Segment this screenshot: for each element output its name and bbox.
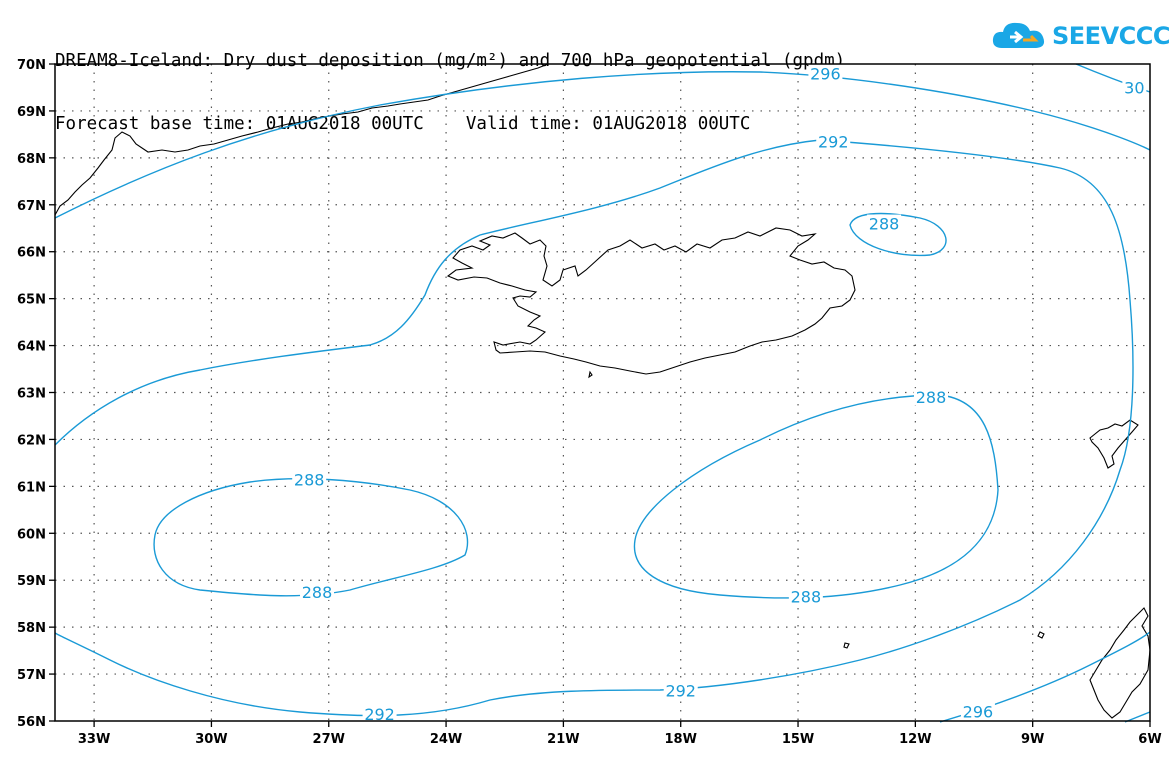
contour-label: 288 xyxy=(294,470,325,489)
coastline-islet-3 xyxy=(588,370,593,379)
map-title: DREAM8-Iceland: Dry dust deposition (mg/… xyxy=(55,9,845,156)
y-tick-label: 57N xyxy=(17,668,46,683)
x-tick-label: 12W xyxy=(899,732,931,747)
y-tick-label: 69N xyxy=(17,105,46,120)
y-tick-label: 64N xyxy=(17,340,46,355)
contour-label-bg xyxy=(300,582,335,600)
contour-label-bg xyxy=(362,704,397,722)
x-tick-label: 9W xyxy=(1021,732,1044,747)
seevccc-logo: SEEVCCC xyxy=(990,18,1171,58)
x-tick-label: 24W xyxy=(430,732,462,747)
contour-label: 292 xyxy=(665,681,696,700)
contour-label-bg xyxy=(292,470,327,488)
contour-label-bg xyxy=(816,132,851,150)
title-line-2: Forecast base time: 01AUG2018 00UTC Vali… xyxy=(55,114,751,134)
contour-labels: 296 30 292 288 288 288 288 288 292 292 296 xyxy=(292,64,1147,724)
contour-288-northeast xyxy=(849,212,947,257)
contour-292-main xyxy=(54,139,1134,717)
map-frame xyxy=(54,63,1151,722)
contour-label-bg xyxy=(960,702,995,720)
coastline-iceland xyxy=(446,227,856,375)
coastline-islet-2 xyxy=(843,642,850,649)
logo-text: SEEVCCC xyxy=(1052,22,1171,50)
contour-label-bg xyxy=(808,64,843,82)
y-tick-label: 58N xyxy=(17,621,46,636)
y-tick-label: 70N xyxy=(17,58,46,73)
coastline-islet-1 xyxy=(1037,631,1045,639)
contour-label: 296 xyxy=(810,64,841,83)
contour-288-southwest xyxy=(153,478,469,597)
geopotential-contours xyxy=(54,63,1151,723)
axis-ticks: 33W 30W 27W 24W 21W 18W 15W 12W 9W 6W 70N 69N 68N 67N… xyxy=(17,58,1162,747)
contour-label-bg xyxy=(914,388,948,406)
contour-label: 292 xyxy=(364,705,395,724)
y-tick-label: 68N xyxy=(17,152,46,167)
y-tick-label: 60N xyxy=(17,527,46,542)
coastline-scotland xyxy=(1089,607,1151,719)
y-tick-label: 63N xyxy=(17,387,46,402)
y-tick-label: 62N xyxy=(17,433,46,448)
y-tick-label: 56N xyxy=(17,715,46,730)
contour-label-bg xyxy=(867,214,902,232)
contour-label-bg xyxy=(663,681,698,699)
contour-label: 288 xyxy=(916,388,947,407)
contour-label: 296 xyxy=(963,703,994,722)
contour-label: 288 xyxy=(302,583,333,602)
contour-label: 288 xyxy=(869,215,900,234)
contour-label: 292 xyxy=(818,132,849,151)
x-tick-label: 33W xyxy=(78,732,110,747)
y-tick-label: 66N xyxy=(17,246,46,261)
contour-label-bg xyxy=(1122,78,1147,96)
contour-288-southeast xyxy=(633,394,999,599)
y-tick-label: 65N xyxy=(17,293,46,308)
x-tick-label: 21W xyxy=(547,732,579,747)
coastline-greenland xyxy=(54,63,549,216)
x-tick-label: 18W xyxy=(664,732,696,747)
x-tick-label: 15W xyxy=(782,732,814,747)
y-tick-label: 61N xyxy=(17,480,46,495)
contour-label: 30 xyxy=(1124,78,1144,97)
coastline-faroe xyxy=(1089,419,1139,469)
contour-label-bg xyxy=(788,587,823,605)
x-tick-label: 6W xyxy=(1138,732,1161,747)
contour-296-north xyxy=(54,71,1151,219)
cloud-icon xyxy=(992,22,1045,48)
graticule xyxy=(55,64,1150,721)
x-tick-label: 30W xyxy=(195,732,227,747)
x-tick-label: 27W xyxy=(313,732,345,747)
y-tick-label: 59N xyxy=(17,574,46,589)
contour-label: 288 xyxy=(791,588,822,607)
y-tick-label: 67N xyxy=(17,199,46,214)
coastlines xyxy=(54,63,1151,719)
